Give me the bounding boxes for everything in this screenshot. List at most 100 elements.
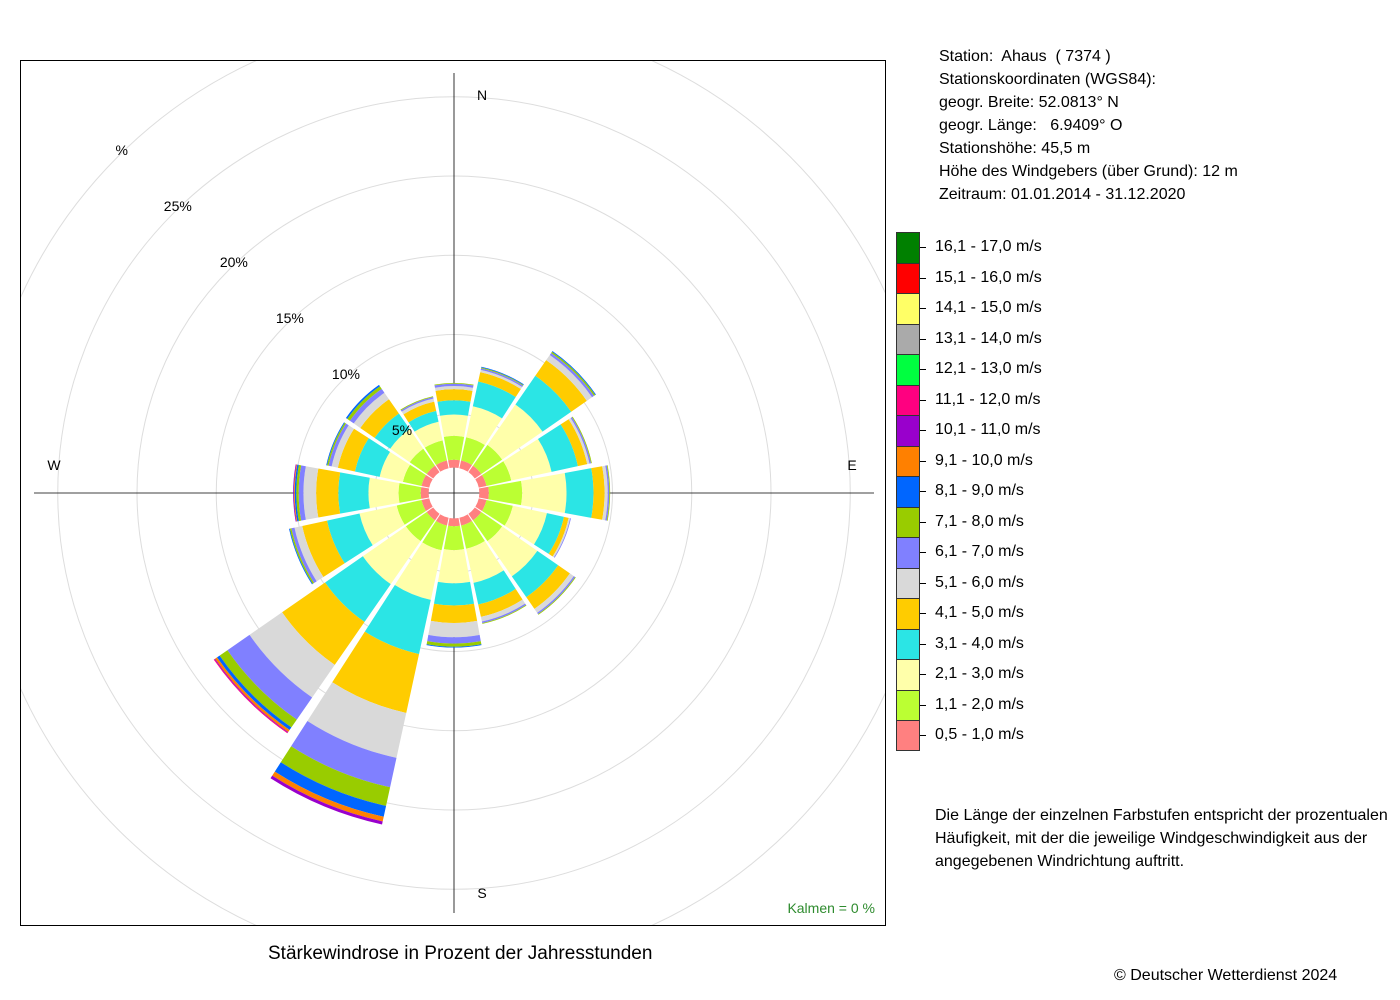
legend-tick (920, 338, 926, 340)
sector-band-sse (478, 588, 523, 617)
legend-label: 4,1 - 5,0 m/s (935, 604, 1024, 621)
radial-tick-label: 10% (332, 366, 360, 382)
legend-swatch (896, 537, 920, 568)
sector-band-sse (466, 540, 504, 583)
sector-band-se (487, 526, 538, 577)
sector-band-s (437, 549, 471, 584)
sector-band-nnw (400, 396, 434, 411)
legend-label: 7,1 - 8,0 m/s (935, 512, 1024, 530)
sector-band-wsw (294, 525, 324, 582)
sector-band-nw (345, 384, 380, 419)
sector-band-w (294, 464, 299, 522)
sector-band-ssw (291, 720, 397, 788)
legend-swatch (896, 720, 920, 751)
sector-band-sw (426, 507, 440, 521)
sector-band-ne (546, 354, 593, 401)
legend-label: 5,1 - 6,0 m/s (935, 573, 1024, 591)
sector-band-wsw (326, 513, 373, 564)
sector-band-wnw (337, 428, 369, 472)
sector-band-sse (461, 520, 485, 549)
sector-band-e (521, 472, 567, 514)
sector-band-w (298, 465, 306, 521)
sector-band-nne (478, 372, 521, 398)
explanation-line: Häufigkeit, mit der die jeweilige Windge… (935, 830, 1368, 847)
legend-tick (920, 704, 926, 706)
sector-band-ene (503, 438, 552, 481)
windrose-chart: 5% 10% 15% 20% 25%% N E S W Kalmen = 0 % (21, 61, 885, 925)
sector-band-wsw (291, 527, 317, 584)
sector-band-s (426, 641, 482, 647)
sector-band-ne (472, 444, 503, 475)
sector-band-w (296, 464, 302, 522)
sector-band-ene (570, 417, 592, 464)
radial-tick-label: 15% (276, 310, 304, 326)
sector-band-nw (409, 448, 436, 475)
sector-band-sw (282, 582, 365, 665)
sector-band-e (602, 465, 608, 521)
legend-swatch (896, 323, 920, 354)
sector-band-e (605, 465, 610, 521)
sector-band-nw (374, 413, 410, 449)
legend-label: 3,1 - 4,0 m/s (935, 634, 1024, 652)
copyright-notice: © Deutscher Wetterdienst 2024 (1114, 967, 1338, 984)
sector-band-w (293, 464, 297, 522)
sector-band-e (591, 466, 605, 520)
legend-label: 8,1 - 9,0 m/s (935, 482, 1024, 499)
chart-caption: Stärkewindrose in Prozent der Jahresstun… (268, 943, 653, 964)
sector-band-se (526, 565, 570, 609)
sector-band-ese (552, 517, 571, 558)
sector-band-e (564, 468, 594, 518)
sector-band-e (488, 480, 523, 506)
legend-tick (920, 247, 926, 248)
sector-band-w (303, 466, 319, 520)
sector-band-nnw (424, 440, 447, 466)
sector-band-sw (219, 650, 297, 728)
sector-band-nw (390, 429, 424, 463)
sector-band-n (435, 389, 473, 402)
sector-band-nne (480, 369, 523, 390)
sector-band-sse (480, 599, 526, 622)
legend-tick (920, 491, 926, 492)
sector-band-w (293, 464, 298, 522)
radial-tick-label: % (116, 142, 128, 158)
sector-band-sw (249, 612, 335, 698)
legend-tick (920, 613, 926, 614)
legend-tick (920, 552, 926, 553)
sector-band-sw (227, 634, 313, 720)
explanation-line: Die Länge der einzelnen Farbstufen entsp… (935, 807, 1388, 824)
sector-band-s (428, 620, 480, 638)
station-name: Station: Ahaus ( 7374 ) (939, 48, 1111, 65)
sector-band-w (368, 477, 400, 509)
sector-band-wsw (396, 500, 427, 525)
legend-label: 0,5 - 1,0 m/s (935, 726, 1024, 743)
sector-band-se (472, 511, 503, 542)
legend-tick (920, 430, 926, 431)
legend-label: 14,1 - 15,0 m/s (935, 299, 1042, 316)
legend-tick (920, 277, 926, 279)
sector-band-ssw (270, 775, 383, 825)
sector-band-ene (475, 474, 487, 488)
station-longitude: geogr. Länge: 6.9409° O (939, 117, 1123, 134)
sector-band-n (434, 382, 474, 386)
sector-band-s (448, 517, 460, 527)
sector-band-sw (325, 556, 391, 622)
sector-band-sse (481, 603, 527, 624)
sector-band-ene (568, 417, 590, 465)
sector-band-sse (459, 514, 473, 526)
sector-band-se (537, 576, 576, 615)
legend-label: 2,1 - 3,0 m/s (935, 665, 1024, 682)
sector-band-ne (549, 353, 594, 398)
legend-tick (920, 399, 926, 401)
sector-band-s (443, 525, 465, 551)
sector-band-ne (515, 375, 572, 432)
legend-tick (920, 369, 926, 370)
sector-band-nne (466, 406, 503, 446)
sector-band-sse (473, 570, 516, 605)
sector-band-ene (537, 424, 578, 472)
legend-label: 9,1 - 10,0 m/s (935, 451, 1033, 469)
sector-band-nnw (400, 396, 434, 412)
legend-tick (920, 308, 926, 309)
legend-label: 12,1 - 13,0 m/s (935, 360, 1042, 377)
compass-label-e: E (847, 457, 856, 473)
legend-swatch (896, 598, 920, 629)
